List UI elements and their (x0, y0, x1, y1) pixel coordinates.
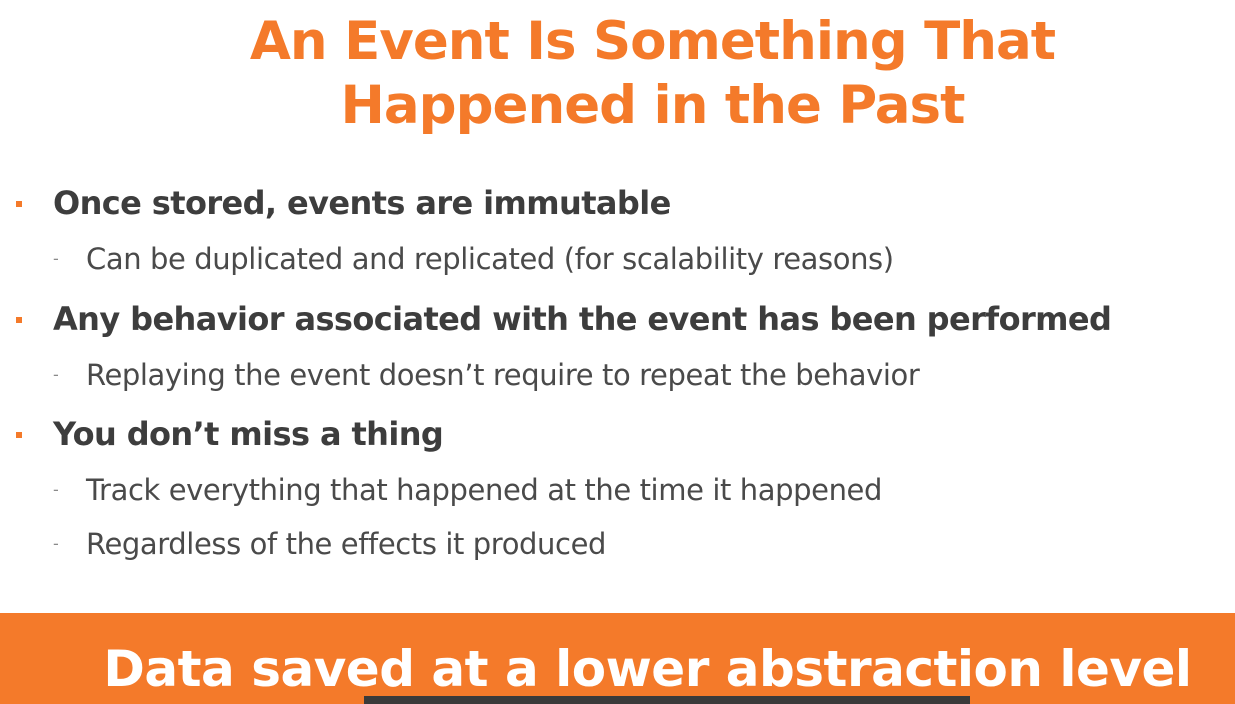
title-line-2: Happened in the Past (340, 75, 966, 136)
banner-text: Data saved at a lower abstraction level (103, 640, 1192, 698)
bullet-square-icon (16, 201, 22, 207)
sub-bullet-3-2: - Regardless of the effects it produced (53, 527, 607, 561)
title-line-1: An Event Is Something That (249, 11, 1056, 72)
bullet-square-icon (16, 317, 22, 323)
bullet-square-icon (16, 432, 22, 438)
bullet-1: Once stored, events are immutable (16, 184, 671, 222)
dash-icon: - (53, 480, 59, 499)
slide-title: An Event Is Something That Happened in t… (0, 10, 1235, 138)
bullet-3: You don’t miss a thing (16, 415, 444, 453)
sub-bullet-3-1-text: Track everything that happened at the ti… (86, 473, 883, 507)
bullet-2-text: Any behavior associated with the event h… (53, 300, 1112, 338)
banner (0, 613, 1235, 704)
dash-icon: - (53, 249, 59, 268)
sub-bullet-1-1: - Can be duplicated and replicated (for … (53, 242, 894, 276)
sub-bullet-3-1: - Track everything that happened at the … (53, 473, 883, 507)
video-scrub-bar[interactable] (364, 696, 970, 704)
bullet-3-text: You don’t miss a thing (53, 415, 444, 453)
dash-icon: - (53, 365, 59, 384)
sub-bullet-2-1: - Replaying the event doesn’t require to… (53, 358, 920, 392)
sub-bullet-1-1-text: Can be duplicated and replicated (for sc… (86, 242, 894, 276)
sub-bullet-2-1-text: Replaying the event doesn’t require to r… (86, 358, 920, 392)
bullet-2: Any behavior associated with the event h… (16, 300, 1112, 338)
dash-icon: - (53, 534, 59, 553)
sub-bullet-3-2-text: Regardless of the effects it produced (86, 527, 607, 561)
bullet-1-text: Once stored, events are immutable (53, 184, 671, 222)
